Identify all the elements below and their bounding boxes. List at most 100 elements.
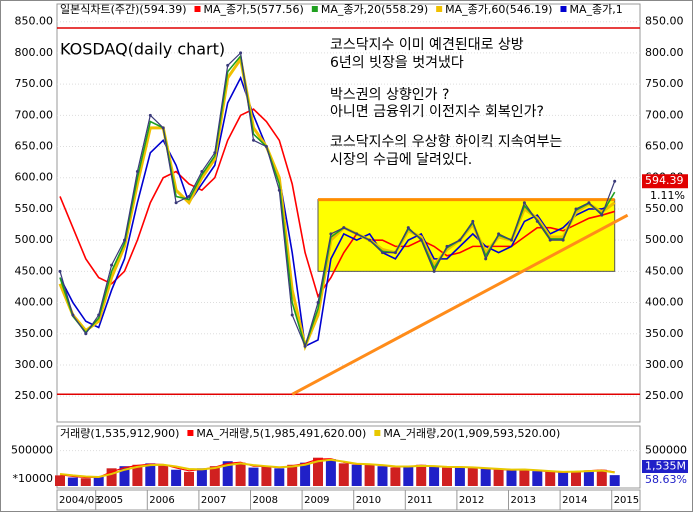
volume-bar — [609, 475, 620, 486]
x-tick-label: 2015 — [614, 495, 639, 506]
legend-marker — [374, 430, 381, 436]
price-point — [148, 113, 152, 117]
price-point — [432, 269, 436, 273]
unit-label: *10000 — [13, 472, 54, 485]
price-point — [213, 151, 217, 155]
last-volume-label: 1,535M — [645, 460, 686, 473]
trend-line — [291, 213, 629, 396]
volume-bar — [196, 468, 207, 486]
y-tick-label: 850.00 — [645, 15, 684, 28]
x-tick-label: 2009 — [304, 495, 329, 506]
price-point — [368, 238, 372, 242]
price-point — [613, 179, 617, 183]
volume-bar — [248, 467, 259, 486]
y-tick-label: 700.00 — [15, 108, 54, 121]
volume-bar — [390, 467, 401, 486]
legend-marker — [560, 6, 567, 12]
last-value-box — [642, 174, 688, 189]
volume-bar — [571, 471, 581, 486]
annotation: 아니면 금융위기 이전지수 회복인가? — [330, 104, 544, 120]
price-point — [522, 201, 526, 205]
annotation: 코스닥지수의 우상향 하이킥 지속여부는 — [330, 134, 562, 150]
volume-bar — [545, 471, 556, 486]
volume-bar — [338, 463, 349, 486]
price-point — [600, 213, 604, 217]
volume-bar — [558, 472, 569, 486]
price-point — [135, 170, 139, 174]
y-tick-label: 550.00 — [645, 202, 684, 215]
price-point — [239, 51, 243, 55]
volume-bar — [261, 466, 272, 486]
price-point — [316, 301, 320, 305]
volume-bar — [532, 471, 543, 486]
price-point — [548, 238, 552, 242]
volume-bar — [274, 468, 285, 486]
volume-bar — [287, 464, 298, 486]
price-point — [587, 201, 591, 205]
y-tick-label: 500000 — [645, 444, 687, 457]
annotation: 시장의 수급에 달려있다. — [330, 152, 472, 168]
legend-label: MA_거래량,20(1,909,593,520.00) — [383, 427, 560, 440]
price-point — [342, 226, 346, 230]
series-line — [59, 51, 616, 349]
y-tick-label: 350.00 — [15, 327, 54, 340]
volume-bar — [442, 467, 452, 486]
legend-marker — [311, 6, 318, 12]
y-tick-label: 450.00 — [15, 264, 54, 277]
y-tick-label: 350.00 — [645, 327, 684, 340]
x-tick-label: 2012 — [459, 495, 484, 506]
volume-bar — [80, 478, 91, 486]
volume-bar — [106, 468, 117, 486]
price-layer: 850.00 850.00 800.00 800.00 750.00 750.00 700.… — [15, 2, 688, 402]
y-tick-label: 500000 — [11, 444, 53, 457]
volume-bar — [467, 467, 478, 486]
volume-bar — [55, 475, 65, 486]
y-tick-label: 650.00 — [15, 140, 54, 153]
volume-bar — [403, 466, 414, 486]
x-tick-label: 2010 — [356, 495, 381, 506]
volume-bar — [519, 469, 530, 486]
x-tick-label: 2011 — [407, 495, 432, 506]
price-point — [303, 344, 307, 348]
series-line — [58, 55, 616, 352]
price-point — [471, 219, 475, 223]
price-point — [252, 138, 255, 142]
change-label: 1.11% — [650, 189, 685, 202]
price-point — [174, 201, 178, 205]
price-point — [187, 194, 191, 198]
x-tick-label: 2007 — [201, 495, 226, 506]
last-value-label: 594.39 — [645, 174, 684, 187]
price-point — [381, 251, 384, 255]
volume-bar — [377, 466, 388, 486]
volume-bar — [67, 477, 78, 486]
x-tick-label: 2008 — [253, 495, 278, 506]
price-point — [393, 251, 397, 255]
price-point — [406, 226, 410, 230]
series-line — [59, 458, 615, 478]
legend-label: MA_거래량,5(1,985,491,620.00) — [196, 427, 366, 440]
legend-label: MA_종가,60(546.19) — [445, 3, 552, 16]
series-line — [59, 54, 616, 349]
annotation: 코스닥지수 이미 예견된대로 상방 — [330, 37, 524, 53]
last-volume-box — [642, 460, 688, 473]
legend-label: 일본식차트(주간)(594.39) — [60, 2, 187, 16]
x-tick-label: 2006 — [149, 495, 174, 506]
volume-bar — [583, 470, 594, 486]
legend-marker — [187, 430, 194, 436]
y-tick-label: 800.00 — [645, 46, 684, 59]
price-point — [458, 238, 462, 242]
volume-bar — [313, 457, 323, 486]
x-tick-label: 2005 — [98, 495, 123, 506]
annotation: 6년의 빗장을 벗겨냈다 — [330, 55, 464, 71]
price-point — [497, 232, 501, 236]
legend-label: MA_종가,1 — [569, 3, 622, 16]
y-tick-label: 750.00 — [15, 77, 54, 90]
price-point — [71, 313, 75, 317]
series-line — [59, 108, 615, 299]
price-point — [445, 244, 449, 248]
y-tick-label: 800.00 — [15, 46, 54, 59]
volume-bar — [454, 466, 465, 486]
price-point — [574, 207, 578, 211]
volume-bar — [506, 470, 517, 486]
